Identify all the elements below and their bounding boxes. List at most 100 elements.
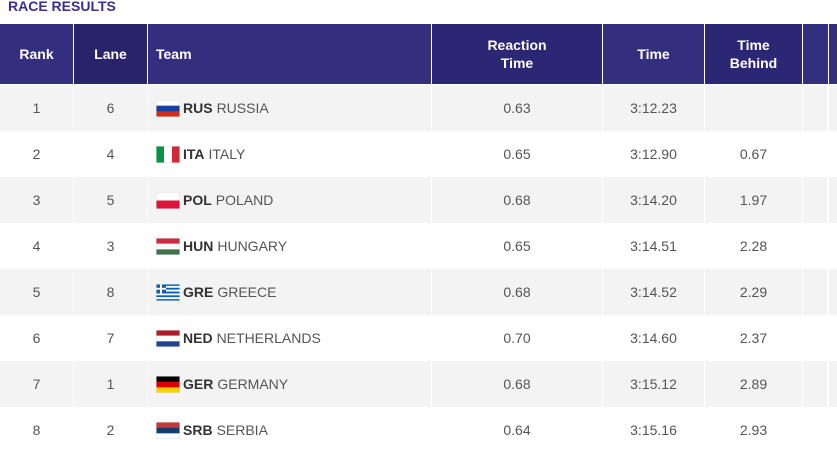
row-filler <box>829 269 837 315</box>
table-cell <box>803 361 827 407</box>
table-cell: 3:14.20 <box>603 177 704 223</box>
team-name: ITALY <box>208 146 246 162</box>
cell-value: 3 <box>32 192 41 208</box>
row-filler <box>829 177 837 223</box>
table-cell: 6 <box>0 315 73 361</box>
flag <box>156 145 180 163</box>
table-bottom <box>0 453 837 458</box>
cell-value: 0.68 <box>503 376 531 392</box>
table-cell: 0.65 <box>432 131 602 177</box>
cell-value: 8 <box>32 422 41 438</box>
cell-value: 1 <box>106 376 115 392</box>
cell-value: 0.63 <box>503 100 531 116</box>
cell-value: 3:14.60 <box>630 330 677 346</box>
cell-value: 2 <box>32 146 41 162</box>
table-cell: 3 <box>74 223 147 269</box>
table-cell: 3:15.16 <box>603 407 704 453</box>
team-name: HUNGARY <box>217 238 288 254</box>
cell-value: 2.37 <box>739 330 768 346</box>
team-code: SRB <box>183 422 213 438</box>
column-header: Lane <box>94 46 127 62</box>
table-cell: ITA ITALY <box>148 131 431 177</box>
cell-value: 2.28 <box>739 238 768 254</box>
cell-value: 0.68 <box>503 192 531 208</box>
column-header: Time Behind <box>729 37 778 71</box>
flag <box>156 329 180 347</box>
table-cell: HUN HUNGARY <box>148 223 431 269</box>
table-cell: RUS RUSSIA <box>148 85 431 131</box>
cell-value: 7 <box>106 330 115 346</box>
column-header: Time <box>637 46 670 62</box>
table-cell: 0.64 <box>432 407 602 453</box>
table-cell: 2 <box>74 407 147 453</box>
table-cell: 0.63 <box>432 85 602 131</box>
cell-value: 3:12.90 <box>630 146 677 162</box>
table-cell: 3:15.12 <box>603 361 704 407</box>
table-cell: GER GERMANY <box>148 361 431 407</box>
row-filler <box>829 361 837 407</box>
table-cell: 8 <box>74 269 147 315</box>
table-cell <box>803 131 827 177</box>
table-cell: 0.68 <box>432 269 602 315</box>
team-code: RUS <box>183 100 213 116</box>
table-cell <box>705 85 802 131</box>
column-header: Reaction Time <box>487 37 547 71</box>
cell-value: 3:15.12 <box>630 376 677 392</box>
cell-value: 5 <box>106 192 115 208</box>
cell-value: 2.29 <box>739 284 768 300</box>
header-cell <box>803 24 828 84</box>
table-cell: 1.97 <box>705 177 802 223</box>
cell-value: 0.68 <box>503 284 531 300</box>
cell-value: 4 <box>106 146 115 162</box>
row-filler <box>829 85 837 131</box>
cell-value: 1.97 <box>739 192 768 208</box>
flag <box>156 375 180 393</box>
cell-value: 5 <box>32 284 41 300</box>
table-cell: 2.89 <box>705 361 802 407</box>
cell-value: 3:14.52 <box>630 284 677 300</box>
cell-value: 2 <box>106 422 115 438</box>
table-cell <box>803 223 827 269</box>
cell-value: 3:12.23 <box>630 100 677 116</box>
team-code: NED <box>183 330 213 346</box>
table-cell: SRB SERBIA <box>148 407 431 453</box>
table-cell: 1 <box>74 361 147 407</box>
table-cell: 1 <box>0 85 73 131</box>
team-code: GER <box>183 376 214 392</box>
table-cell: 5 <box>0 269 73 315</box>
table-cell: 7 <box>0 361 73 407</box>
team-code: GRE <box>183 284 214 300</box>
cell-value: 2.89 <box>739 376 768 392</box>
team-code: ITA <box>183 146 205 162</box>
column-header: Team <box>156 46 192 62</box>
team-name: NETHERLANDS <box>216 330 321 346</box>
table-cell: 2.28 <box>705 223 802 269</box>
table-cell: 2.37 <box>705 315 802 361</box>
table-cell: 5 <box>74 177 147 223</box>
cell-value: 3:14.51 <box>630 238 677 254</box>
cell-value: 2.93 <box>739 422 768 438</box>
header-cell: Time <box>603 24 704 84</box>
table-cell: NED NETHERLANDS <box>148 315 431 361</box>
row-filler <box>829 315 837 361</box>
team-name: SERBIA <box>216 422 268 438</box>
cell-value: 3 <box>106 238 115 254</box>
cell-value: 0.67 <box>739 146 768 162</box>
cell-value: 4 <box>32 238 41 254</box>
table-cell: 3:12.90 <box>603 131 704 177</box>
team-name: GERMANY <box>217 376 289 392</box>
team-code: POL <box>183 192 212 208</box>
team-name: RUSSIA <box>216 100 269 116</box>
table-cell: 3 <box>0 177 73 223</box>
header-cell: Lane <box>74 24 147 84</box>
cell-value: 3:14.20 <box>630 192 677 208</box>
table-cell: 3:14.52 <box>603 269 704 315</box>
flag <box>156 283 180 301</box>
table-cell: GRE GREECE <box>148 269 431 315</box>
table-cell <box>803 407 827 453</box>
team-code: HUN <box>183 238 214 254</box>
table-cell: 0.68 <box>432 361 602 407</box>
table-cell: 2.29 <box>705 269 802 315</box>
cell-value: 6 <box>106 100 115 116</box>
section-title: RACE RESULTS <box>8 0 116 14</box>
